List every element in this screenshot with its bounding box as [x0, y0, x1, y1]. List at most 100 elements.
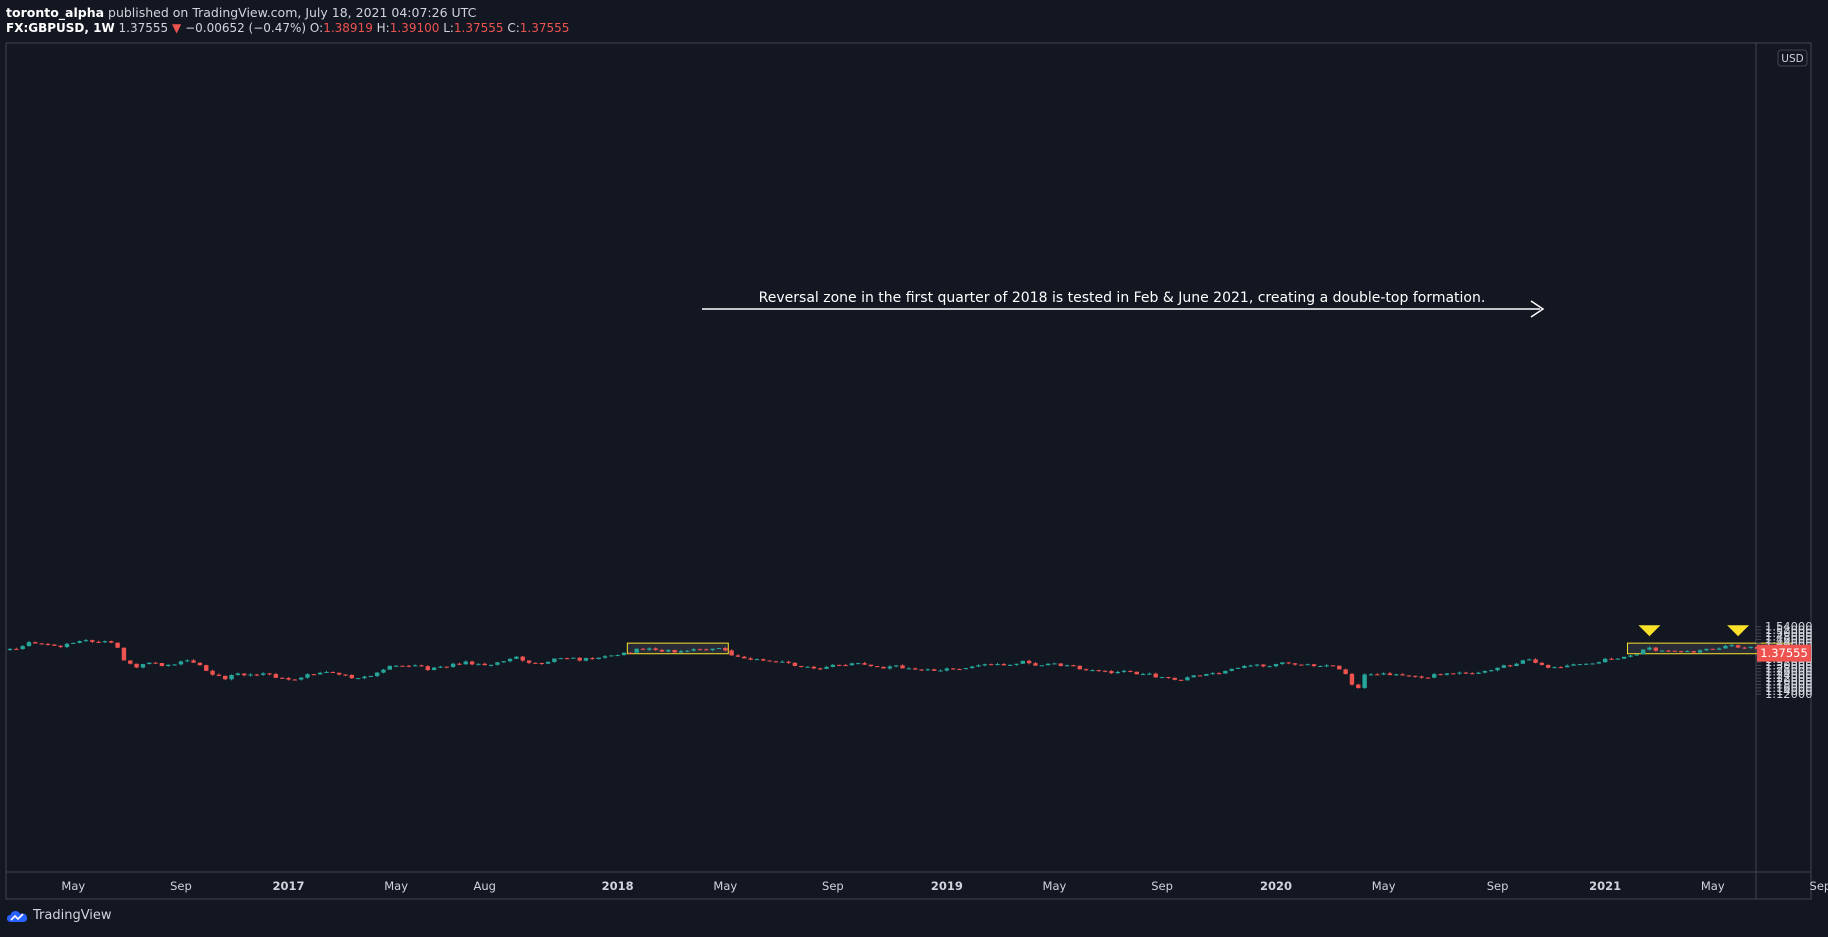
candle-body[interactable] — [463, 661, 468, 665]
candle-body[interactable] — [254, 674, 260, 676]
symbol-name[interactable]: FX:GBPUSD, 1W — [6, 21, 115, 35]
candle-body[interactable] — [1235, 667, 1241, 669]
candle-body[interactable] — [1121, 670, 1127, 672]
candle-body[interactable] — [691, 649, 696, 651]
candle-body[interactable] — [1109, 671, 1114, 674]
candle-body[interactable] — [628, 652, 633, 654]
candle-body[interactable] — [571, 657, 576, 659]
candle-body[interactable] — [1653, 647, 1658, 651]
candle-body[interactable] — [1621, 656, 1627, 659]
candle-body[interactable] — [1476, 672, 1481, 674]
double-top-marker-icon[interactable] — [1727, 625, 1750, 637]
candle-body[interactable] — [1723, 645, 1728, 649]
candle-body[interactable] — [134, 663, 139, 668]
candle-body[interactable] — [419, 665, 424, 667]
candle-body[interactable] — [406, 665, 411, 667]
candle-body[interactable] — [1204, 674, 1209, 676]
candle-body[interactable] — [1710, 648, 1715, 650]
candle-body[interactable] — [982, 664, 988, 666]
candle-body[interactable] — [1628, 655, 1633, 657]
candle-body[interactable] — [96, 641, 101, 643]
candle-body[interactable] — [1508, 665, 1513, 667]
candle-body[interactable] — [1691, 651, 1696, 653]
candle-body[interactable] — [1014, 663, 1019, 665]
candle-body[interactable] — [723, 648, 728, 651]
candle-body[interactable] — [1102, 670, 1108, 672]
candle-body[interactable] — [374, 672, 380, 677]
candle-body[interactable] — [938, 670, 943, 672]
candle-body[interactable] — [185, 660, 190, 662]
candle-body[interactable] — [1229, 668, 1234, 671]
candle-body[interactable] — [1349, 673, 1355, 685]
candle-body[interactable] — [837, 664, 842, 666]
candle-body[interactable] — [1362, 674, 1367, 688]
candle-body[interactable] — [761, 659, 766, 661]
candle-body[interactable] — [1064, 665, 1070, 667]
candle-body[interactable] — [881, 666, 886, 669]
candle-body[interactable] — [488, 664, 494, 666]
candle-body[interactable] — [1172, 677, 1177, 680]
candle-body[interactable] — [58, 645, 63, 647]
candle-body[interactable] — [988, 664, 994, 666]
candle-body[interactable] — [77, 641, 82, 643]
candle-body[interactable] — [1147, 673, 1152, 675]
candle-body[interactable] — [1001, 664, 1007, 666]
candle-body[interactable] — [969, 666, 975, 669]
candle-body[interactable] — [1425, 677, 1431, 679]
candle-body[interactable] — [279, 677, 285, 679]
candle-body[interactable] — [1394, 674, 1399, 676]
candle-body[interactable] — [387, 665, 392, 670]
candle-body[interactable] — [355, 678, 361, 680]
candle-body[interactable] — [1539, 662, 1545, 665]
candle-body[interactable] — [317, 672, 323, 675]
candle-body[interactable] — [780, 661, 785, 663]
candle-body[interactable] — [425, 666, 430, 671]
candle-body[interactable] — [900, 665, 905, 669]
candle-body[interactable] — [210, 670, 215, 675]
candle-body[interactable] — [1678, 651, 1684, 653]
tradingview-logo[interactable]: TradingView — [6, 908, 112, 923]
candle-body[interactable] — [697, 649, 703, 651]
candle-body[interactable] — [191, 660, 196, 663]
candle-body[interactable] — [868, 664, 874, 667]
candle-body[interactable] — [615, 655, 620, 657]
candle-body[interactable] — [1419, 676, 1424, 678]
candle-body[interactable] — [1197, 675, 1203, 677]
candle-body[interactable] — [1134, 671, 1139, 675]
candle-body[interactable] — [267, 673, 272, 675]
candle-body[interactable] — [742, 656, 747, 659]
candle-body[interactable] — [1520, 660, 1526, 664]
candle-body[interactable] — [748, 658, 753, 660]
candle-body[interactable] — [381, 669, 386, 673]
candle-body[interactable] — [1368, 674, 1374, 676]
candle-body[interactable] — [450, 663, 456, 667]
candle-body[interactable] — [856, 663, 861, 665]
candle-body[interactable] — [520, 656, 525, 661]
candle-body[interactable] — [678, 651, 684, 653]
candle-body[interactable] — [1273, 664, 1279, 667]
candle-body[interactable] — [1583, 663, 1589, 665]
candle-body[interactable] — [1577, 664, 1583, 666]
candle-body[interactable] — [1090, 670, 1095, 672]
candle-body[interactable] — [1020, 660, 1025, 664]
candle-body[interactable] — [1685, 651, 1690, 653]
candle-body[interactable] — [482, 663, 487, 666]
candle-body[interactable] — [1337, 665, 1342, 670]
candle-body[interactable] — [514, 656, 519, 659]
candle-body[interactable] — [1185, 677, 1190, 681]
candle-body[interactable] — [507, 658, 513, 662]
candle-body[interactable] — [1647, 647, 1652, 650]
annotation-text[interactable]: Reversal zone in the first quarter of 20… — [759, 290, 1486, 306]
candle-body[interactable] — [1343, 669, 1348, 674]
candle-body[interactable] — [1596, 662, 1602, 664]
candle-body[interactable] — [33, 642, 38, 644]
candle-body[interactable] — [640, 648, 646, 650]
candle-body[interactable] — [248, 674, 253, 676]
candle-body[interactable] — [767, 660, 772, 662]
candle-body[interactable] — [912, 668, 918, 670]
candle-body[interactable] — [1704, 648, 1709, 651]
candle-body[interactable] — [261, 673, 266, 675]
candle-body[interactable] — [583, 658, 589, 661]
candle-body[interactable] — [1495, 667, 1500, 671]
candle-body[interactable] — [216, 674, 222, 676]
